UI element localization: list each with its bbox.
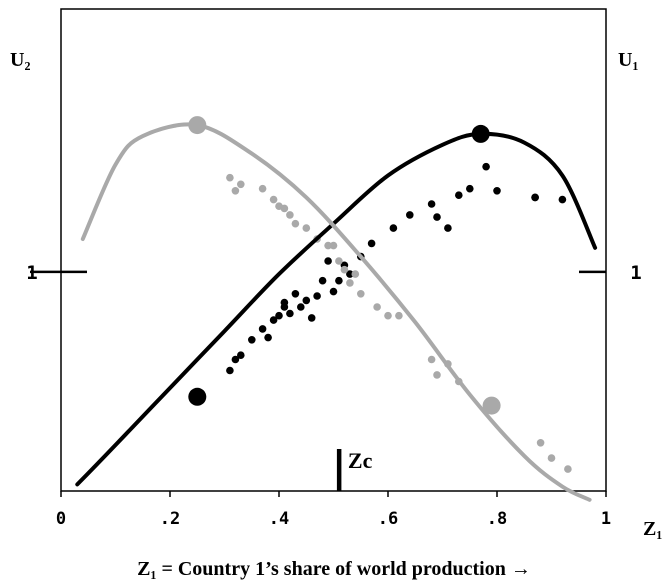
country1-points-point — [280, 298, 289, 307]
country2-points-point — [226, 173, 234, 182]
country1-points-point — [258, 325, 267, 333]
x-tick-label: .2 — [160, 509, 180, 529]
x-tick-label: 1 — [601, 509, 611, 529]
country1-points-point — [466, 184, 474, 193]
country1-points-point — [455, 191, 463, 199]
country1-points-point — [406, 211, 414, 219]
country1-points-point — [237, 351, 245, 360]
country1-points-point — [286, 309, 294, 318]
country2-points-point — [564, 465, 572, 473]
country2-points-point — [231, 187, 240, 195]
country1-points-point — [427, 200, 436, 208]
x-tick-label: .6 — [378, 509, 398, 529]
country1-points-point — [318, 276, 327, 285]
country2-points-point — [329, 241, 338, 250]
country2-points-point — [384, 311, 392, 320]
y-tick-label-left: 1 — [26, 262, 37, 284]
country2-points-point — [395, 311, 403, 320]
country1-points-point — [329, 287, 338, 296]
country2-points-point — [324, 241, 332, 250]
country1-points-point — [226, 366, 234, 375]
country1-points-point — [264, 333, 272, 342]
country2-points-point — [351, 270, 360, 278]
x-tick-label: .8 — [487, 509, 507, 529]
x-tick-label: 0 — [56, 509, 66, 529]
series-layer — [75, 116, 598, 502]
country2-points-point — [335, 257, 343, 265]
u1-curve-line — [75, 131, 598, 487]
country1-points-point — [269, 316, 278, 324]
country1-points-point — [231, 355, 240, 364]
country2-points-point — [547, 454, 556, 462]
country1-points-point — [444, 224, 452, 232]
country1-points-point — [389, 224, 398, 232]
country2-points-point — [269, 195, 278, 204]
country2-points-point — [280, 204, 289, 213]
country1-points-point — [493, 187, 501, 195]
country1-points-point — [558, 195, 567, 204]
country2-points-point — [237, 180, 245, 189]
country1-points-point — [248, 336, 256, 344]
country2-points-point — [286, 211, 294, 219]
country2-points-point — [340, 265, 349, 274]
x-axis-label: Z₁ = Country 1’s share of world producti… — [137, 558, 531, 580]
country1-points-point — [275, 311, 283, 320]
u1-curve — [75, 131, 598, 487]
country1-points-point — [302, 296, 311, 305]
y-axis-label-left: U₂ — [10, 49, 30, 71]
u2-optimum-point — [482, 396, 501, 415]
x-tick-label: .4 — [269, 509, 289, 529]
y-axis-label-right: U₁ — [618, 49, 638, 71]
y-axis-ticks-right: 1 — [579, 262, 642, 284]
plot-area-frame — [60, 8, 607, 492]
y-tick-label-right: 1 — [630, 262, 641, 284]
zc-marker-label: Zc — [348, 448, 373, 473]
country2-points-point — [346, 279, 354, 287]
u1-optimum-point — [471, 124, 490, 143]
country1-points-point — [433, 213, 441, 221]
country2-points-point — [536, 439, 545, 447]
country1-points-point — [346, 270, 354, 278]
country2-points-point — [291, 219, 300, 228]
country1-points-point — [324, 257, 332, 265]
zc-marker-line — [336, 449, 342, 491]
country2-points-point — [427, 355, 436, 364]
country1-points-point — [313, 292, 321, 300]
country2-points-point — [433, 371, 441, 379]
country1-points-point — [482, 162, 490, 171]
country2-points-point — [258, 184, 267, 193]
country1-points-point — [307, 314, 316, 322]
country2-points-point — [373, 303, 381, 311]
u2-optimum — [188, 116, 501, 415]
country1-points-point — [367, 239, 376, 248]
x-axis-end-label: Z₁ — [643, 518, 662, 540]
country1-points-point — [291, 290, 300, 298]
country2-points-point — [302, 224, 311, 232]
country1-points-point — [297, 303, 305, 311]
country2-points-point — [357, 290, 365, 298]
u2-curve — [80, 122, 592, 502]
u1-optimum — [188, 124, 490, 406]
u1-optimum-point — [188, 387, 207, 406]
x-axis-ticks: 0 .2 .4 .6 .8 1 — [56, 491, 611, 529]
u2-optimum-point — [188, 116, 207, 135]
y-axis-ticks-left: 1 — [26, 262, 87, 284]
country1-points-point — [335, 276, 343, 285]
country1-points-point — [531, 193, 539, 202]
u2-curve-line — [80, 122, 592, 502]
